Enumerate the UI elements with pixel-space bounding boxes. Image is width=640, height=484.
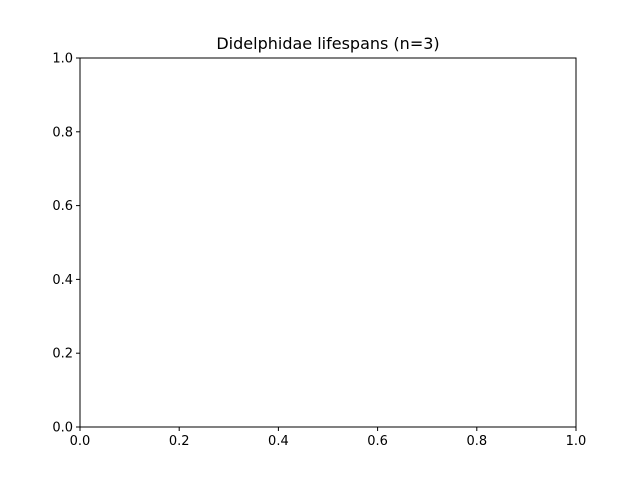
y-tick-label: 0.4: [52, 273, 73, 288]
y-tick-label: 0.0: [52, 421, 73, 436]
y-tick-label: 0.8: [52, 125, 73, 140]
plot-area: [79, 57, 577, 428]
y-tick-label: 0.2: [52, 347, 73, 362]
x-tick-label: 0.6: [367, 434, 388, 449]
x-tick-label: 0.0: [70, 434, 91, 449]
y-tick-label: 1.0: [52, 52, 73, 67]
x-axis: 0.0 0.2 0.4 0.6 0.8 1.0: [70, 427, 587, 449]
chart-title: Didelphidae lifespans (n=3): [216, 34, 439, 53]
x-tick-label: 0.8: [466, 434, 487, 449]
x-tick-label: 1.0: [566, 434, 587, 449]
y-axis: 0.0 0.2 0.4 0.6 0.8 1.0: [52, 52, 80, 436]
x-tick-label: 0.4: [268, 434, 289, 449]
y-tick-label: 0.6: [52, 199, 73, 214]
x-tick-label: 0.2: [169, 434, 190, 449]
